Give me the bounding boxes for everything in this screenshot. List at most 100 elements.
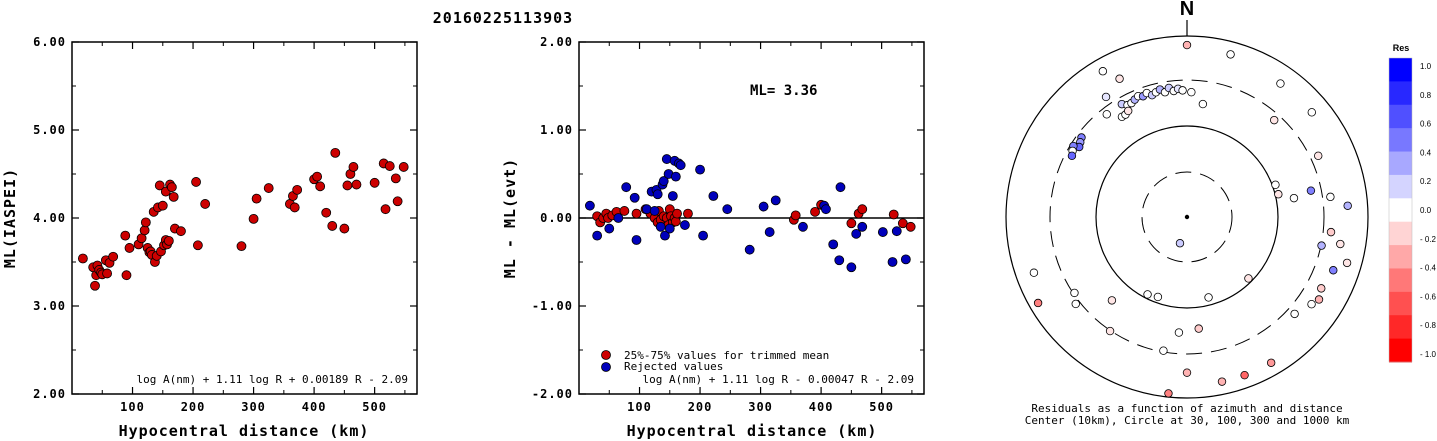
plot1-y-tick-label: 6.00 [33, 35, 66, 49]
station-marker [1067, 151, 1077, 161]
plot1-data-point [121, 270, 132, 281]
plot1-x-tick-label: 200 [181, 400, 206, 414]
station-marker [1307, 300, 1316, 309]
colorbar-swatch [1389, 81, 1412, 106]
station-marker [1217, 377, 1227, 386]
plot2-x-tick-label: 500 [869, 400, 894, 414]
plot2-data-point [770, 195, 781, 206]
plot2-data-point [744, 244, 755, 255]
plot2-data-point [846, 262, 857, 273]
plot2-data-point [810, 206, 820, 217]
plot2-data-point [846, 218, 857, 229]
plot1-data-point [292, 184, 303, 195]
plot1-x-tick-label: 100 [120, 400, 145, 414]
plot2-x-tick-label: 200 [688, 400, 713, 414]
station-marker [1326, 192, 1335, 202]
plot1-data-point [392, 196, 403, 207]
plot2-data-point [758, 201, 769, 212]
plot1-data-point [369, 177, 380, 188]
plot2-data-point [621, 182, 632, 193]
legend-marker-trimmed [601, 350, 611, 360]
plot1-data-point [191, 177, 201, 187]
plot1-frame [71, 41, 418, 395]
epicenter-marker [1184, 214, 1190, 220]
station-marker [1276, 79, 1285, 88]
plot1-data-point [176, 226, 186, 237]
colorbar-swatch [1389, 174, 1412, 199]
plot2-data-point [592, 230, 603, 241]
station-marker [1240, 370, 1249, 380]
colorbar-tick-label: - 0.8 [1420, 321, 1437, 330]
station-marker [1343, 201, 1352, 210]
chart-title: 20160225113903 [433, 9, 573, 27]
colorbar-tick-label: - 0.6 [1420, 292, 1437, 301]
plot2-formula: log A(nm) + 1.11 log R - 0.00047 R - 2.0… [642, 373, 914, 386]
plot1-y-tick-label: 2.00 [33, 387, 66, 401]
plot2-data-point [798, 221, 808, 232]
station-marker [1271, 180, 1280, 190]
plot2-x-tick-label: 300 [748, 400, 773, 414]
station-marker [1198, 99, 1208, 109]
plot1-y-tick-label: 3.00 [33, 299, 66, 313]
plot1-data-point [312, 171, 323, 182]
plot1-x-tick-label: 500 [362, 400, 387, 414]
plot1-data-point [236, 241, 247, 252]
plot1-data-point [90, 280, 100, 291]
plot2-data-point [835, 182, 846, 193]
plot2-data-point [629, 192, 640, 203]
plot2-data-point [790, 210, 801, 221]
plot1-y-axis-label: ML(IASPEI) [1, 168, 19, 268]
plot1-data-point [339, 223, 350, 234]
plot2-y-tick-label: 2.00 [540, 35, 573, 49]
station-marker [1105, 326, 1115, 336]
plot1-formula: log A(nm) + 1.11 log R + 0.00189 R - 2.0… [136, 373, 408, 386]
colorbar-swatch [1389, 104, 1412, 129]
plot1-data-point [251, 193, 262, 204]
plot1-data-point [77, 253, 88, 264]
plot2-data-point [584, 200, 595, 211]
station-marker [1115, 74, 1124, 83]
plot1-data-point [289, 202, 300, 213]
plot1-data-point [192, 240, 203, 251]
station-marker [1187, 87, 1196, 97]
plot1-data-point [327, 221, 338, 231]
plot2-y-tick-label: -1.00 [532, 299, 573, 313]
plot1-data-point [200, 199, 211, 209]
plot1-data-point [163, 235, 174, 246]
colorbar-swatch [1389, 268, 1412, 293]
station-marker [1143, 290, 1152, 299]
circle-300km [1049, 79, 1325, 355]
station-marker [1270, 115, 1279, 125]
station-marker [1266, 358, 1276, 367]
colorbar-tick-label: 0.0 [1420, 206, 1432, 215]
station-marker [1107, 296, 1117, 305]
plot2-data-point [887, 257, 898, 267]
plot2-data-point [857, 204, 868, 215]
plot1-data-point [102, 268, 113, 279]
station-marker [1329, 266, 1338, 275]
colorbar-tick-label: 0.4 [1420, 148, 1432, 157]
station-marker [1178, 86, 1187, 95]
plot2-data-point [900, 254, 911, 265]
colorbar-frame [1388, 57, 1413, 363]
station-marker [1194, 324, 1203, 333]
plot1-x-tick-label: 400 [302, 400, 327, 414]
colorbar-tick-label: 0.6 [1420, 120, 1432, 129]
plot2-x-tick-label: 100 [627, 400, 652, 414]
plot2-data-point [834, 255, 845, 266]
plot2-data-point [672, 208, 682, 219]
ml-annotation: ML= 3.36 [750, 83, 817, 99]
station-marker [1124, 106, 1133, 116]
plot2-data-point [649, 206, 660, 216]
plot2-data-point [658, 176, 669, 186]
plot2-data-point [891, 226, 902, 237]
plot1-x-tick-label: 300 [241, 400, 266, 414]
plot2-data-point [857, 221, 868, 232]
legend-label-rejected: Rejected values [624, 360, 723, 373]
station-marker [1164, 389, 1173, 398]
colorbar-tick-label: 0.2 [1420, 177, 1432, 186]
residual-vs-distance-plot: ML - ML(evt) Hypocentral distance (km) M… [501, 35, 925, 440]
plot2-data-point [631, 208, 642, 219]
station-marker [1159, 346, 1168, 355]
plot2-data-point [888, 209, 899, 220]
